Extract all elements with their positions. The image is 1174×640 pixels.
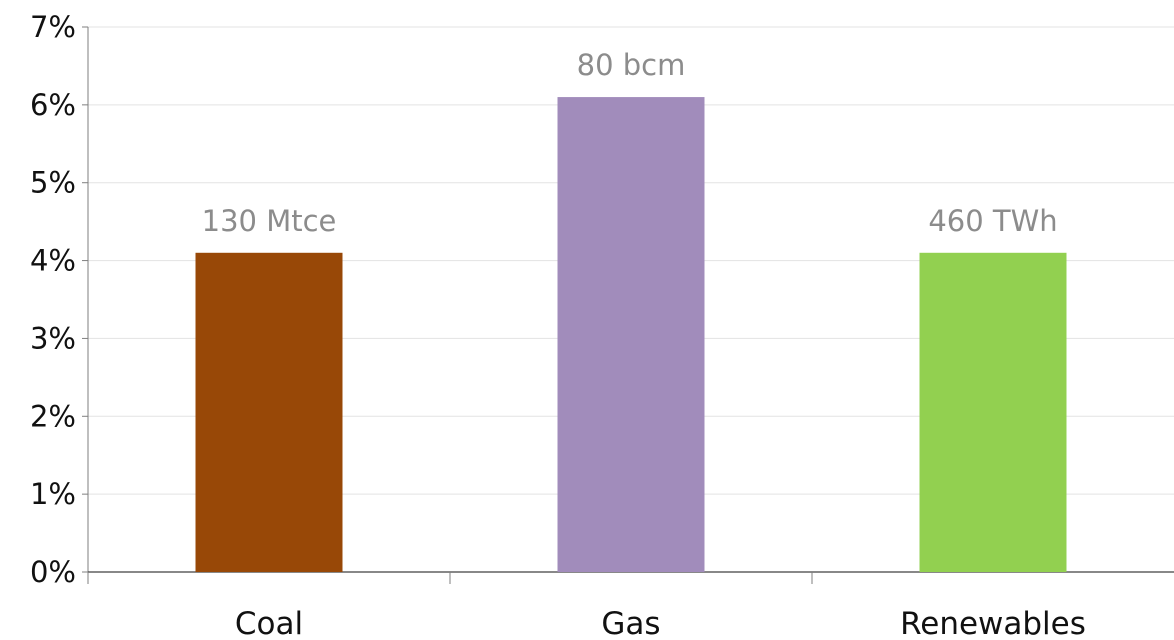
bar-gas bbox=[557, 97, 705, 573]
y-tick-label: 2% bbox=[30, 399, 76, 433]
x-axis: Coal Gas Renewables bbox=[87, 571, 1174, 640]
y-tick-label: 7% bbox=[30, 10, 76, 44]
y-tick-label: 4% bbox=[30, 244, 76, 278]
bar-coal bbox=[195, 252, 343, 573]
bar-data-label: 130 Mtce bbox=[202, 204, 337, 238]
y-tick-label: 5% bbox=[30, 166, 76, 200]
bars bbox=[195, 97, 1067, 573]
y-tick-label: 1% bbox=[30, 477, 76, 511]
y-axis: 0% 1% 2% 3% 4% 5% 6% 7% bbox=[30, 10, 89, 589]
bar-data-label: 460 TWh bbox=[928, 204, 1057, 238]
bar-renewables bbox=[919, 252, 1067, 573]
bar-data-label: 80 bcm bbox=[577, 48, 686, 82]
data-labels: 130 Mtce 80 bcm 460 TWh bbox=[202, 48, 1058, 238]
y-tick-label: 0% bbox=[30, 555, 76, 589]
y-tick-label: 3% bbox=[30, 321, 76, 355]
x-category-label: Gas bbox=[601, 606, 660, 640]
x-category-label: Coal bbox=[235, 606, 303, 640]
y-tick-label: 6% bbox=[30, 88, 76, 122]
x-category-label: Renewables bbox=[900, 606, 1086, 640]
